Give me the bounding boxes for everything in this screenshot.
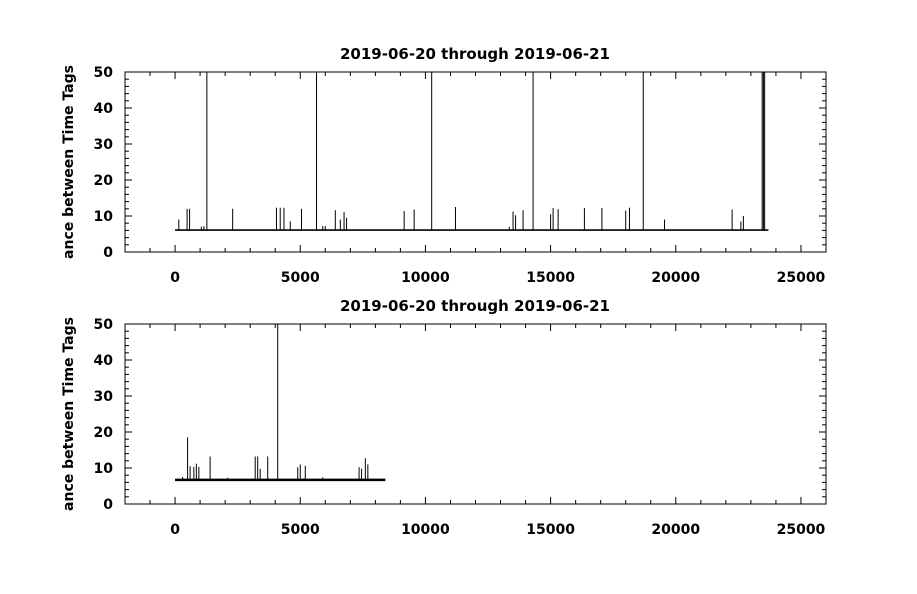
x-tick-label: 0 (170, 522, 180, 538)
axis-ticks: 0 10 20 30 40 50 0 5000 10000 15000 20000 25000 (94, 317, 827, 538)
y-axis-label: ance between Time Tags (61, 65, 77, 259)
x-tick-label: 20000 (651, 522, 700, 538)
y-tick-label: 20 (94, 173, 114, 189)
y-tick-label: 40 (94, 353, 114, 369)
data-series (175, 72, 769, 231)
x-tick-label: 15000 (526, 270, 575, 286)
chart-title: 2019-06-20 through 2019-06-21 (340, 297, 610, 315)
data-series (175, 324, 386, 482)
x-tick-label: 0 (170, 270, 180, 286)
y-tick-label: 20 (94, 425, 114, 441)
y-tick-label: 0 (103, 497, 113, 513)
y-tick-label: 50 (94, 65, 114, 81)
x-tick-label: 5000 (281, 522, 320, 538)
x-tick-label: 10000 (401, 522, 450, 538)
y-axis-label: ance between Time Tags (61, 317, 77, 511)
x-tick-label: 25000 (777, 522, 826, 538)
x-tick-label: 20000 (651, 270, 700, 286)
plot-frame (124, 323, 827, 505)
chart-title: 2019-06-20 through 2019-06-21 (340, 45, 610, 63)
plot-frame (124, 71, 827, 253)
x-tick-label: 5000 (281, 270, 320, 286)
y-tick-label: 40 (94, 101, 114, 117)
y-tick-label: 10 (94, 209, 114, 225)
x-tick-label: 15000 (526, 522, 575, 538)
x-tick-label: 25000 (777, 270, 826, 286)
axis-ticks: 0 10 20 30 40 50 0 5000 10000 15000 20000 25000 (94, 65, 827, 286)
x-tick-label: 10000 (401, 270, 450, 286)
y-tick-label: 30 (94, 137, 114, 153)
top-panel: 2019-06-20 through 2019-06-21 ance betwe… (61, 45, 827, 286)
y-tick-label: 50 (94, 317, 114, 333)
y-tick-label: 0 (103, 245, 113, 261)
bottom-panel: 2019-06-20 through 2019-06-21 ance betwe… (61, 297, 827, 538)
y-tick-label: 30 (94, 389, 114, 405)
y-tick-label: 10 (94, 461, 114, 477)
